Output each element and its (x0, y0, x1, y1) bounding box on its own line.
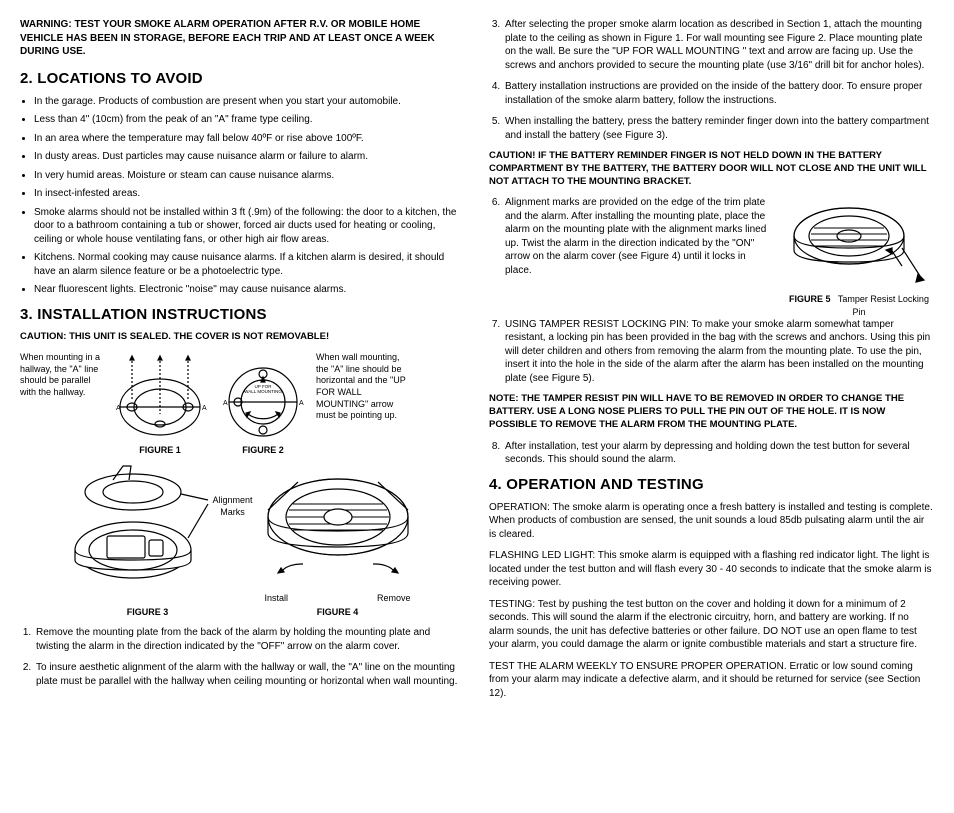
install-step-6: Alignment marks are provided on the edge… (489, 196, 774, 277)
operation-p1: OPERATION: The smoke alarm is operating … (489, 501, 934, 542)
list-item: Near fluorescent lights. Electronic "noi… (34, 283, 465, 297)
figure-3-svg (63, 462, 233, 592)
remove-label: Remove (377, 592, 411, 604)
list-item: Less than 4" (10cm) from the peak of an … (34, 113, 465, 127)
list-item: Kitchens. Normal cooking may cause nuisa… (34, 251, 465, 278)
step6-figure5-row: Alignment marks are provided on the edge… (489, 196, 934, 317)
figure-3: Alignment Marks FIGURE 3 (63, 462, 233, 618)
list-item: In insect-infested areas. (34, 187, 465, 201)
list-item: In an area where the temperature may fal… (34, 132, 465, 146)
section-4-title: 4. OPERATION AND TESTING (489, 475, 934, 495)
section-3-title: 3. INSTALLATION INSTRUCTIONS (20, 305, 465, 325)
install-step-7: USING TAMPER RESIST LOCKING PIN: To make… (489, 318, 934, 386)
list-item: Remove the mounting plate from the back … (34, 626, 465, 653)
right-column: After selecting the proper smoke alarm l… (489, 18, 934, 795)
figure-4-label: FIGURE 4 (317, 607, 359, 617)
figure-4-svg (253, 462, 423, 592)
svg-text:A: A (116, 405, 121, 412)
figure-2-text: When wall mounting, the "A" line should … (316, 352, 411, 422)
list-item: To insure aesthetic alignment of the ala… (34, 661, 465, 688)
svg-text:WALL MOUNTING: WALL MOUNTING (244, 389, 282, 394)
left-column: WARNING: TEST YOUR SMOKE ALARM OPERATION… (20, 18, 465, 795)
figure-1-svg: A A (110, 352, 210, 442)
caution-battery: CAUTION! IF THE BATTERY REMINDER FINGER … (489, 150, 934, 188)
install-steps-1-2: Remove the mounting plate from the back … (20, 626, 465, 688)
figure-3-label: FIGURE 3 (127, 607, 169, 617)
figure-2-svg: A A UP FOR WALL MOUNTING (218, 352, 308, 442)
warning-text: WARNING: TEST YOUR SMOKE ALARM OPERATION… (20, 18, 465, 59)
figure-5-label: FIGURE 5 (789, 294, 831, 304)
list-item: In the garage. Products of combustion ar… (34, 95, 465, 109)
list-item: Battery installation instructions are pr… (503, 80, 934, 107)
figure-row-1-2: When mounting in a hallway, the "A" line… (20, 352, 465, 456)
install-label: Install (265, 592, 289, 604)
list-item: In dusty areas. Dust particles may cause… (34, 150, 465, 164)
figure-5-text: Tamper Resist Locking Pin (838, 294, 929, 316)
list-item: When installing the battery, press the b… (503, 115, 934, 142)
operation-p3: TESTING: Test by pushing the test button… (489, 598, 934, 652)
operation-p4: TEST THE ALARM WEEKLY TO ENSURE PROPER O… (489, 660, 934, 701)
caution-sealed: CAUTION: THIS UNIT IS SEALED. THE COVER … (20, 331, 465, 344)
figure-5-caption: FIGURE 5 Tamper Resist Locking Pin (784, 293, 934, 317)
alignment-marks-label: Alignment Marks (203, 494, 263, 518)
operation-p2: FLASHING LED LIGHT: This smoke alarm is … (489, 549, 934, 590)
figure-2: A A UP FOR WALL MOUNTING FIGURE 2 (218, 352, 308, 456)
figure-1-text: When mounting in a hallway, the "A" line… (20, 352, 102, 399)
figure-2-label: FIGURE 2 (242, 445, 284, 455)
note-tamper: NOTE: THE TAMPER RESIST PIN WILL HAVE TO… (489, 393, 934, 431)
figure-5-svg (784, 196, 929, 291)
section-2-title: 2. LOCATIONS TO AVOID (20, 69, 465, 89)
svg-text:A: A (223, 400, 228, 407)
svg-text:A: A (299, 400, 304, 407)
list-item: Smoke alarms should not be installed wit… (34, 206, 465, 247)
list-item: USING TAMPER RESIST LOCKING PIN: To make… (503, 318, 934, 386)
figure-5: FIGURE 5 Tamper Resist Locking Pin (784, 196, 934, 317)
figure-1-label: FIGURE 1 (139, 445, 181, 455)
figure-4: Install Remove FIGURE 4 (253, 462, 423, 618)
figure-row-3-4: Alignment Marks FIGURE 3 (20, 462, 465, 618)
list-item: After installation, test your alarm by d… (503, 440, 934, 467)
list-item: Alignment marks are provided on the edge… (503, 196, 774, 277)
svg-text:A: A (202, 405, 207, 412)
figure-1: A A FIGURE 1 (110, 352, 210, 456)
list-item: In very humid areas. Moisture or steam c… (34, 169, 465, 183)
list-item: After selecting the proper smoke alarm l… (503, 18, 934, 72)
locations-avoid-list: In the garage. Products of combustion ar… (20, 95, 465, 297)
install-steps-3-5: After selecting the proper smoke alarm l… (489, 18, 934, 142)
install-step-8: After installation, test your alarm by d… (489, 440, 934, 467)
